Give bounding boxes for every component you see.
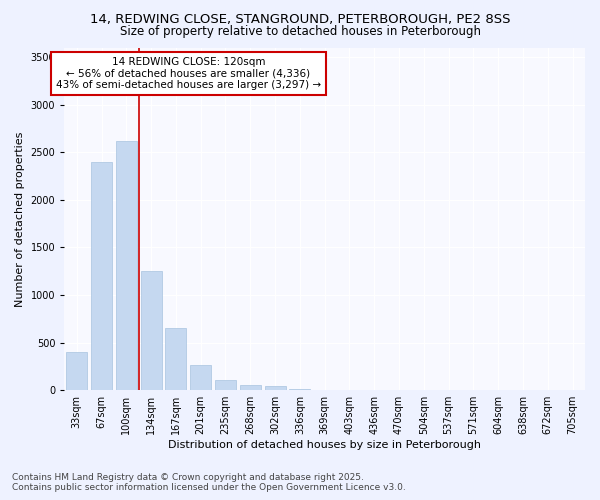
Y-axis label: Number of detached properties: Number of detached properties [15,131,25,306]
Bar [215,380,236,390]
Bar [240,385,261,390]
Bar [265,386,286,390]
Bar [116,141,137,390]
X-axis label: Distribution of detached houses by size in Peterborough: Distribution of detached houses by size … [168,440,481,450]
Bar [289,389,310,390]
Bar [91,162,112,390]
Text: Size of property relative to detached houses in Peterborough: Size of property relative to detached ho… [119,25,481,38]
Text: 14, REDWING CLOSE, STANGROUND, PETERBOROUGH, PE2 8SS: 14, REDWING CLOSE, STANGROUND, PETERBORO… [90,12,510,26]
Bar [140,271,161,390]
Text: 14 REDWING CLOSE: 120sqm
← 56% of detached houses are smaller (4,336)
43% of sem: 14 REDWING CLOSE: 120sqm ← 56% of detach… [56,57,321,90]
Bar [66,352,87,390]
Text: Contains HM Land Registry data © Crown copyright and database right 2025.
Contai: Contains HM Land Registry data © Crown c… [12,473,406,492]
Bar [190,364,211,390]
Bar [166,328,187,390]
